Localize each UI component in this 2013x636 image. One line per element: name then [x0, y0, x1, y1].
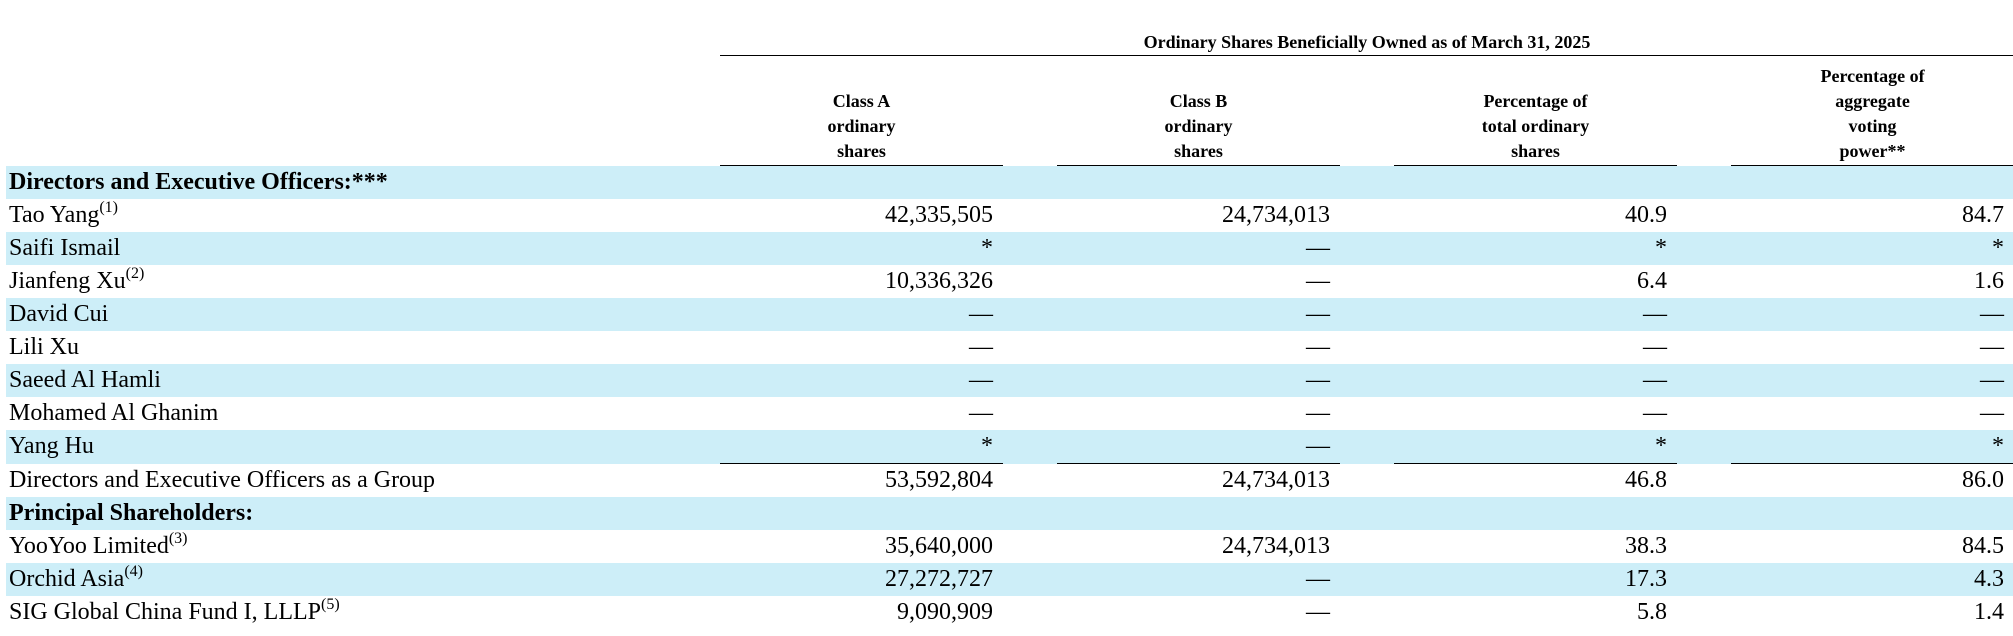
- pct-voting-value: —: [1980, 334, 2005, 360]
- section-heading: Directors and Executive Officers:***: [6, 165, 2013, 199]
- class-a-value: *: [720, 232, 1003, 265]
- footnote-ref: (5): [321, 596, 340, 613]
- pct-voting-value: 4.3: [1731, 563, 2013, 596]
- pct-total-value: 5.8: [1637, 599, 1667, 625]
- class-b-value: —: [1306, 400, 1330, 426]
- col-header-pct-voting: Percentage of aggregate voting power**: [1731, 55, 2013, 166]
- pct-voting-value: —: [1980, 400, 2005, 426]
- pct-total-value: 46.8: [1625, 467, 1667, 493]
- holder-name: Directors and Executive Officers as a Gr…: [9, 466, 436, 493]
- table-row: SIG Global China Fund I, LLLP(5) 9,090,9…: [6, 596, 2013, 629]
- table-row: Tao Yang(1) 42,335,505 24,734,013 40.9 8…: [6, 199, 2013, 232]
- table-row: David Cui — — — —: [6, 298, 2013, 331]
- pct-total-value: *: [1394, 430, 1677, 464]
- pct-total-value: —: [1643, 334, 1667, 360]
- holder-name: SIG Global China Fund I, LLLP(5): [9, 596, 340, 626]
- super-header: Ordinary Shares Beneficially Owned as of…: [720, 26, 2013, 56]
- class-a-value: —: [969, 400, 993, 426]
- pct-total-value: 38.3: [1625, 533, 1667, 559]
- class-b-value: —: [1057, 232, 1340, 265]
- class-a-value: 27,272,727: [720, 563, 1003, 596]
- pct-voting-value: 84.7: [1962, 202, 2005, 228]
- table-row: YooYoo Limited(3) 35,640,000 24,734,013 …: [6, 530, 2013, 563]
- pct-voting-value: *: [1731, 430, 2013, 464]
- pct-total-value: —: [1643, 400, 1667, 426]
- pct-total-value: 6.4: [1637, 268, 1667, 294]
- class-b-value: 24,734,013: [1222, 202, 1330, 228]
- class-b-value: —: [1057, 364, 1340, 397]
- pct-total-value: 17.3: [1394, 563, 1677, 596]
- table-row: Lili Xu — — — —: [6, 331, 2013, 364]
- pct-voting-value: —: [1731, 298, 2013, 331]
- class-b-value: 24,734,013: [1222, 533, 1330, 559]
- class-b-value: —: [1306, 268, 1330, 294]
- beneficial-ownership-table: Ordinary Shares Beneficially Owned as of…: [6, 26, 2013, 629]
- pct-voting-value: 1.6: [1974, 268, 2005, 294]
- footnote-ref: (1): [99, 199, 118, 216]
- table-row: Saifi Ismail * — * *: [6, 232, 2013, 265]
- holder-name: Saeed Al Hamli: [6, 364, 720, 397]
- pct-voting-value: 84.5: [1962, 533, 2005, 559]
- column-header-row: Class A ordinary shares Class B ordinary…: [6, 55, 2013, 166]
- pct-voting-value: 1.4: [1974, 599, 2005, 625]
- class-b-value: —: [1057, 430, 1340, 464]
- section-row-principal: Principal Shareholders:: [6, 497, 2013, 530]
- pct-total-value: *: [1394, 232, 1677, 265]
- holder-name: Lili Xu: [9, 334, 79, 360]
- pct-voting-value: —: [1731, 364, 2013, 397]
- class-a-value: —: [969, 334, 993, 360]
- class-a-value: —: [720, 298, 1003, 331]
- pct-total-value: 40.9: [1625, 202, 1667, 228]
- table-row: Saeed Al Hamli — — — —: [6, 364, 2013, 397]
- table-row: Mohamed Al Ghanim — — — —: [6, 397, 2013, 430]
- table-row: Orchid Asia(4) 27,272,727 — 17.3 4.3: [6, 563, 2013, 596]
- class-b-value: —: [1057, 298, 1340, 331]
- holder-name: Jianfeng Xu(2): [9, 265, 145, 295]
- class-a-value: —: [720, 364, 1003, 397]
- pct-total-value: —: [1394, 298, 1677, 331]
- holder-name: Tao Yang(1): [9, 199, 118, 229]
- pct-voting-value: 86.0: [1962, 467, 2005, 493]
- class-b-value: —: [1057, 563, 1340, 596]
- holder-name: YooYoo Limited(3): [9, 530, 188, 560]
- col-header-class-a: Class A ordinary shares: [720, 55, 1003, 166]
- super-header-row: Ordinary Shares Beneficially Owned as of…: [6, 26, 2013, 56]
- holder-name: David Cui: [6, 298, 720, 331]
- section-heading: Principal Shareholders:: [6, 497, 2013, 530]
- holder-name: Mohamed Al Ghanim: [9, 400, 219, 426]
- class-a-value: 10,336,326: [885, 268, 993, 294]
- class-a-value: *: [720, 430, 1003, 464]
- footnote-ref: (2): [125, 265, 145, 282]
- holder-name: Yang Hu: [6, 430, 720, 464]
- table-row-group-total: Directors and Executive Officers as a Gr…: [6, 464, 2013, 498]
- section-row-directors: Directors and Executive Officers:***: [6, 165, 2013, 199]
- holder-name: Orchid Asia(4): [6, 563, 720, 596]
- footnote-ref: (4): [124, 563, 143, 580]
- class-b-value: —: [1306, 599, 1330, 625]
- col-header-pct-total: Percentage of total ordinary shares: [1394, 55, 1677, 166]
- footnote-ref: (3): [168, 530, 188, 547]
- class-a-value: 53,592,804: [885, 467, 993, 493]
- class-b-value: 24,734,013: [1222, 467, 1330, 493]
- table-row: Jianfeng Xu(2) 10,336,326 — 6.4 1.6: [6, 265, 2013, 298]
- holder-name: Saifi Ismail: [6, 232, 720, 265]
- col-header-class-b: Class B ordinary shares: [1057, 55, 1340, 166]
- class-a-value: 9,090,909: [897, 599, 993, 625]
- pct-voting-value: *: [1731, 232, 2013, 265]
- table-row: Yang Hu * — * *: [6, 430, 2013, 464]
- pct-total-value: —: [1394, 364, 1677, 397]
- class-b-value: —: [1306, 334, 1330, 360]
- class-a-value: 42,335,505: [885, 202, 993, 228]
- class-a-value: 35,640,000: [885, 533, 993, 559]
